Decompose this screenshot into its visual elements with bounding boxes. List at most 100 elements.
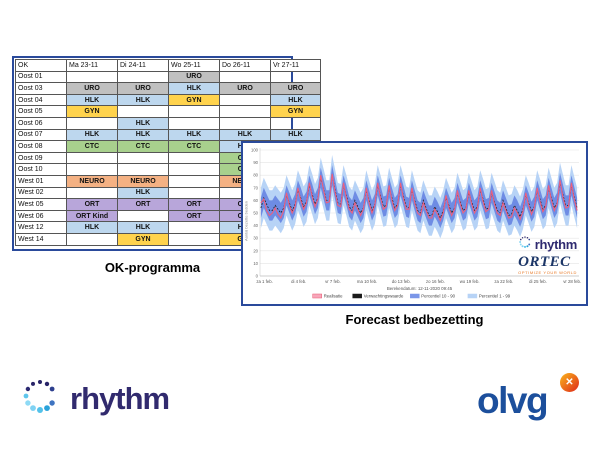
svg-text:100: 100 [251, 148, 259, 153]
svg-text:za 22 feb.: za 22 feb. [494, 279, 513, 284]
room-label: Oost 04 [15, 93, 67, 107]
room-label: Oost 03 [15, 82, 67, 95]
room-label: Oost 05 [15, 105, 67, 118]
ok-cell: HLK [66, 221, 118, 234]
ok-cell [66, 163, 118, 176]
ok-cell [66, 232, 118, 246]
column-header: Wo 25-11 [168, 59, 220, 72]
ok-cell [219, 105, 271, 118]
svg-text:di 25 feb.: di 25 feb. [529, 279, 547, 284]
ortec-tagline: OPTIMIZE YOUR WORLD [518, 270, 577, 275]
room-label: Oost 07 [15, 128, 67, 142]
ok-cell: URO [168, 70, 220, 84]
ok-cell [168, 116, 220, 130]
column-header: Vr 27-11 [270, 59, 321, 72]
svg-text:wo 19 feb.: wo 19 feb. [460, 279, 480, 284]
rhythm-dots-icon [518, 235, 532, 254]
ok-cell: GYN [270, 105, 321, 118]
table-row: Oost 04 HLK HLK GYN HLK [15, 93, 321, 107]
svg-text:Percentiel 10 - 90: Percentiel 10 - 90 [421, 294, 455, 299]
ok-cell: CTC [117, 140, 169, 153]
ok-cell: HLK [219, 128, 271, 142]
room-label: Oost 10 [15, 163, 67, 176]
column-header: Do 26-11 [219, 59, 271, 72]
column-header: OK [15, 59, 67, 72]
olvg-cross-icon: ✕ [560, 373, 579, 392]
column-header: Ma 23-11 [66, 59, 118, 72]
svg-text:vr 7 feb.: vr 7 feb. [325, 279, 341, 284]
ok-cell: URO [270, 82, 321, 95]
ok-cell: HLK [117, 128, 169, 142]
ok-cell: HLK [168, 82, 220, 95]
forecast-caption: Forecast bedbezetting [345, 312, 484, 327]
svg-text:vr 28 feb.: vr 28 feb. [563, 279, 581, 284]
room-label: West 05 [15, 198, 67, 211]
column-header: Di 24-11 [117, 59, 169, 72]
forecast-chart-svg: 0 10 20 30 40 50 60 70 80 90 100 Aantal bezette bed… [244, 148, 582, 299]
ok-cell [219, 116, 271, 130]
ok-cell [219, 70, 271, 84]
ok-cell: ORT [66, 198, 118, 211]
ok-cell [168, 163, 220, 176]
ok-cell [117, 163, 169, 176]
svg-text:Percentiel 1 - 99: Percentiel 1 - 99 [479, 294, 511, 299]
ok-cell: ORT [168, 209, 220, 223]
svg-text:Aantal bezette bedden: Aantal bezette bedden [244, 201, 249, 241]
room-label: Oost 06 [15, 116, 67, 130]
ok-cell [168, 221, 220, 234]
ok-cell [66, 70, 118, 84]
ok-cell: NEURO [66, 174, 118, 188]
room-label: Oost 01 [15, 70, 67, 84]
svg-text:70: 70 [253, 185, 258, 190]
table-row: Oost 01 URO [15, 70, 321, 84]
ok-cell: HLK [117, 221, 169, 234]
olvg-logo: olvg ✕ [473, 373, 585, 430]
ortec-logo: ORTEC OPTIMIZE YOUR WORLD [518, 255, 577, 275]
ok-cell: ORT Kind [66, 209, 118, 223]
table-row: Oost 06 HLK [15, 116, 321, 130]
svg-text:50: 50 [253, 211, 258, 216]
svg-text:80: 80 [253, 173, 258, 178]
room-label: Oost 09 [15, 151, 67, 165]
svg-text:di 4 feb.: di 4 feb. [291, 279, 306, 284]
table-row: Oost 05 GYN GYN [15, 105, 321, 118]
ok-cell [168, 105, 220, 118]
ortec-wordmark: ORTEC [518, 254, 571, 270]
ok-cell [168, 232, 220, 246]
svg-text:90: 90 [253, 160, 258, 165]
svg-text:do 13 feb.: do 13 feb. [392, 279, 411, 284]
ok-cell: ORT [168, 198, 220, 211]
svg-text:30: 30 [253, 236, 258, 241]
ok-cell: HLK [168, 128, 220, 142]
room-label: Oost 08 [15, 140, 67, 153]
room-label: West 02 [15, 186, 67, 200]
rhythm-logo-large: rhythm [20, 376, 170, 421]
ok-programma-caption: OK-programma [104, 260, 201, 275]
svg-text:60: 60 [253, 198, 258, 203]
forecast-chart-panel: 0 10 20 30 40 50 60 70 80 90 100 Aantal bezette bed… [241, 141, 588, 306]
rhythm-dots-icon [20, 376, 60, 421]
ok-cell: GYN [117, 232, 169, 246]
olvg-wordmark: olvg [477, 380, 549, 421]
ok-cell [270, 116, 321, 130]
svg-text:40: 40 [253, 223, 258, 228]
table-row: Oost 07 HLK HLK HLK HLK HLK [15, 128, 321, 142]
ok-cell [66, 151, 118, 165]
ok-cell: HLK [117, 116, 169, 130]
svg-text:za 1 feb.: za 1 feb. [256, 279, 272, 284]
svg-text:ma 10 feb.: ma 10 feb. [357, 279, 377, 284]
ok-cell: HLK [66, 93, 118, 107]
ok-cell: HLK [117, 93, 169, 107]
svg-text:Verwachtingswaarde: Verwachtingswaarde [364, 294, 404, 299]
rhythm-wordmark: rhythm [70, 380, 170, 416]
ok-cell: NEURO [117, 174, 169, 188]
svg-text:0: 0 [256, 274, 259, 279]
ok-cell [117, 151, 169, 165]
ok-cell [66, 186, 118, 200]
room-label: West 01 [15, 174, 67, 188]
svg-text:Realisatie: Realisatie [324, 294, 343, 299]
svg-text:zo 16 feb.: zo 16 feb. [426, 279, 445, 284]
ok-cell [117, 105, 169, 118]
ok-cell [168, 151, 220, 165]
ok-cell: URO [117, 82, 169, 95]
